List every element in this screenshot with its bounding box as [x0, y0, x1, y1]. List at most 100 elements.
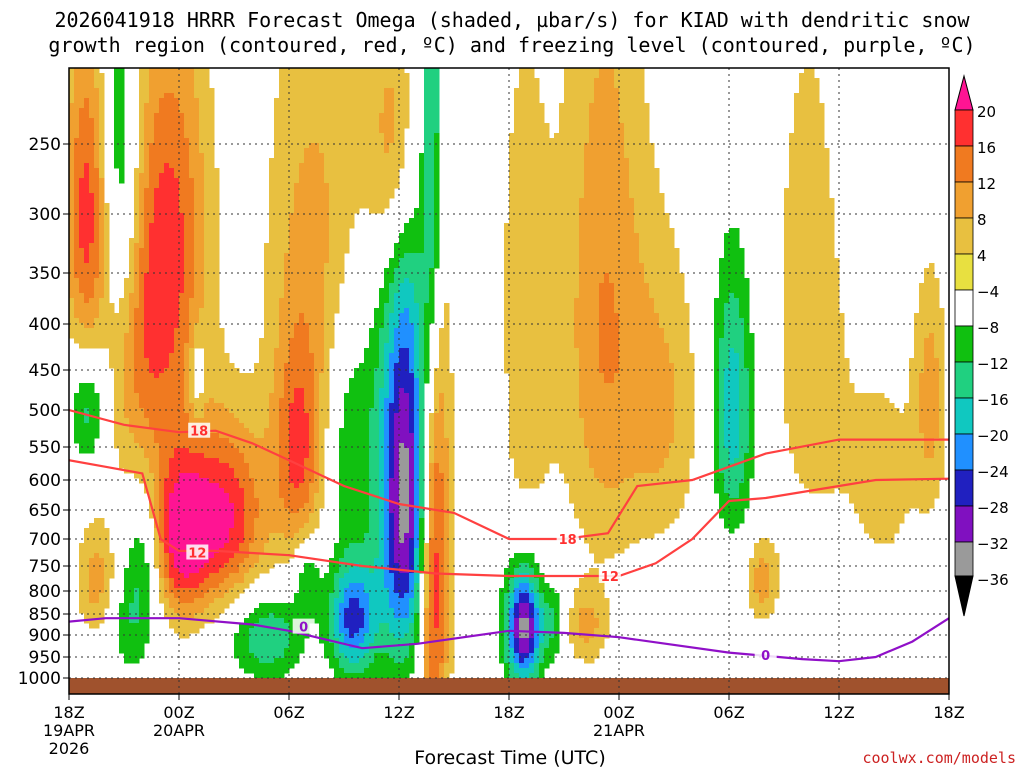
omega-cell — [99, 323, 105, 329]
omega-cell — [314, 218, 320, 224]
omega-cell — [94, 143, 100, 149]
omega-cell — [579, 68, 585, 74]
omega-cell — [349, 93, 355, 99]
omega-cell — [374, 163, 380, 169]
omega-cell — [604, 108, 610, 114]
omega-cell — [379, 158, 385, 164]
omega-cell — [549, 253, 555, 259]
omega-cell — [189, 213, 195, 219]
omega-cell — [679, 293, 685, 299]
omega-cell — [214, 243, 220, 249]
omega-cell — [644, 153, 650, 159]
omega-cell — [209, 208, 215, 214]
omega-cell — [199, 123, 205, 129]
omega-cell — [829, 268, 835, 274]
omega-cell — [154, 188, 160, 194]
omega-cell — [419, 193, 425, 199]
omega-cell — [524, 158, 530, 164]
omega-cell — [834, 283, 840, 289]
omega-cell — [319, 143, 325, 149]
omega-cell — [359, 73, 365, 79]
omega-cell — [579, 93, 585, 99]
omega-cell — [794, 323, 800, 329]
omega-cell — [374, 318, 380, 324]
omega-cell — [784, 313, 790, 319]
omega-cell — [344, 198, 350, 204]
omega-cell — [514, 263, 520, 269]
omega-cell — [559, 198, 565, 204]
omega-cell — [94, 223, 100, 229]
omega-cell — [99, 298, 105, 304]
omega-cell — [174, 118, 180, 124]
omega-cell — [314, 143, 320, 149]
omega-cell — [89, 183, 95, 189]
omega-cell — [384, 93, 390, 99]
omega-cell — [644, 293, 650, 299]
omega-cell — [574, 203, 580, 209]
omega-cell — [84, 198, 90, 204]
omega-cell — [529, 233, 535, 239]
omega-cell — [584, 83, 590, 89]
omega-cell — [549, 273, 555, 279]
omega-cell — [649, 318, 655, 324]
omega-cell — [644, 113, 650, 119]
omega-cell — [824, 183, 830, 189]
omega-cell — [154, 278, 160, 284]
omega-cell — [314, 128, 320, 134]
omega-cell — [104, 293, 110, 299]
omega-cell — [419, 188, 425, 194]
omega-cell — [424, 323, 430, 329]
omega-cell — [404, 238, 410, 244]
omega-cell — [379, 103, 385, 109]
omega-cell — [89, 123, 95, 129]
omega-cell — [439, 328, 445, 334]
omega-cell — [669, 283, 675, 289]
omega-cell — [144, 168, 150, 174]
omega-cell — [274, 143, 280, 149]
omega-cell — [179, 328, 185, 334]
omega-cell — [304, 273, 310, 279]
omega-cell — [134, 213, 140, 219]
omega-cell — [394, 148, 400, 154]
omega-cell — [129, 248, 135, 254]
omega-cell — [299, 178, 305, 184]
omega-cell — [789, 178, 795, 184]
omega-cell — [359, 83, 365, 89]
omega-cell — [204, 323, 210, 329]
omega-cell — [574, 313, 580, 319]
omega-cell — [409, 243, 415, 249]
omega-cell — [284, 138, 290, 144]
omega-cell — [514, 188, 520, 194]
omega-cell — [69, 153, 75, 159]
omega-cell — [659, 228, 665, 234]
omega-cell — [299, 83, 305, 89]
omega-cell — [549, 258, 555, 264]
omega-cell — [394, 83, 400, 89]
omega-cell — [149, 78, 155, 84]
omega-cell — [629, 218, 635, 224]
omega-cell — [514, 133, 520, 139]
omega-cell — [529, 148, 535, 154]
omega-cell — [269, 193, 275, 199]
omega-cell — [424, 78, 430, 84]
omega-cell — [334, 268, 340, 274]
omega-cell — [634, 228, 640, 234]
omega-cell — [344, 238, 350, 244]
omega-cell — [609, 278, 615, 284]
omega-cell — [149, 248, 155, 254]
omega-cell — [584, 143, 590, 149]
omega-cell — [584, 293, 590, 299]
omega-cell — [274, 308, 280, 314]
omega-cell — [609, 193, 615, 199]
omega-cell — [669, 323, 675, 329]
omega-cell — [99, 203, 105, 209]
omega-cell — [144, 223, 150, 229]
omega-cell — [159, 238, 165, 244]
omega-cell — [609, 303, 615, 309]
omega-cell — [719, 263, 725, 269]
omega-cell — [284, 108, 290, 114]
omega-cell — [389, 298, 395, 304]
omega-cell — [509, 228, 515, 234]
omega-cell — [834, 308, 840, 314]
omega-cell — [344, 178, 350, 184]
